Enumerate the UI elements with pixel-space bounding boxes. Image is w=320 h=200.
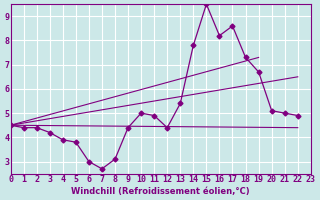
X-axis label: Windchill (Refroidissement éolien,°C): Windchill (Refroidissement éolien,°C) [71,187,250,196]
